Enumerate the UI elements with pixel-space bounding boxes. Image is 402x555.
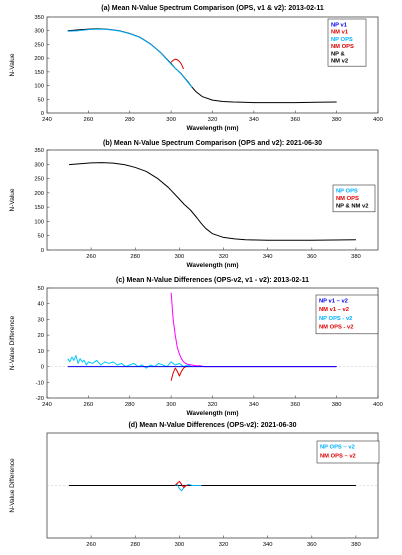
legend-entry: NP & NM v2 <box>336 204 368 210</box>
legend-box <box>327 18 367 67</box>
y-axis-label: N-Value Difference <box>9 315 16 370</box>
x-axis-label: Wavelength (nm) <box>186 410 238 417</box>
x-tick-label: 340 <box>263 542 273 548</box>
chart-title: (a) Mean N-Value Spectrum Comparison (OP… <box>101 5 324 12</box>
x-tick-label: 380 <box>332 117 342 123</box>
y-tick-label: 30 <box>38 317 44 323</box>
y-tick-label: 300 <box>34 29 44 35</box>
legend-entry: NM OPS <box>331 44 354 50</box>
x-tick-label: 240 <box>42 402 52 408</box>
legend-entry: NM OPS - v2 <box>319 325 353 331</box>
y-tick-label: 50 <box>38 97 44 103</box>
legend-entry: NP OPS <box>336 189 358 195</box>
x-tick-label: 300 <box>166 117 176 123</box>
y-axis-label: N-Value Difference <box>9 458 16 513</box>
series-line <box>170 292 337 368</box>
legend-entry: NP OPS - v2 <box>319 316 352 322</box>
y-tick-label: 250 <box>34 42 44 48</box>
chart-title: (c) Mean N-Value Differences (OPS-v2, v1… <box>116 277 309 284</box>
legend-box <box>332 184 376 213</box>
y-tick-label: 350 <box>34 15 44 21</box>
y-tick-label: 40 <box>38 302 44 308</box>
y-tick-label: 100 <box>34 84 44 90</box>
x-tick-label: 280 <box>130 254 140 260</box>
chart-title: (b) Mean N-Value Spectrum Comparison (OP… <box>103 140 322 147</box>
x-tick-label: 280 <box>125 117 135 123</box>
y-tick-label: 200 <box>34 56 44 62</box>
x-tick-label: 380 <box>351 254 361 260</box>
y-tick-label: 0 <box>41 365 44 371</box>
y-axis-label: N-Value <box>9 53 16 76</box>
y-tick-label: 150 <box>34 205 44 211</box>
x-tick-label: 340 <box>249 117 259 123</box>
x-tick-label: 260 <box>86 254 96 260</box>
legend-box <box>315 294 379 335</box>
x-tick-label: 400 <box>373 402 383 408</box>
x-tick-label: 300 <box>175 542 185 548</box>
x-tick-label: 260 <box>84 117 94 123</box>
x-tick-label: 260 <box>84 402 94 408</box>
legend-entry: NM v1 <box>331 30 349 36</box>
x-axis-label: Wavelength (nm) <box>186 125 238 132</box>
legend-entry: NM OPS <box>336 196 359 202</box>
x-tick-label: 320 <box>208 117 218 123</box>
x-tick-label: 320 <box>219 542 229 548</box>
x-tick-label: 280 <box>125 402 135 408</box>
y-tick-label: 50 <box>38 234 44 240</box>
x-tick-label: 320 <box>208 402 218 408</box>
y-tick-label: 350 <box>34 148 44 154</box>
series-line <box>67 355 192 369</box>
y-tick-label: 100 <box>34 219 44 225</box>
y-tick-label: 50 <box>38 286 44 292</box>
y-tick-label: 300 <box>34 162 44 168</box>
legend-entry: NM OPS – v2 <box>320 454 356 460</box>
legend-box <box>316 440 380 464</box>
y-tick-label: 200 <box>34 191 44 197</box>
x-tick-label: 300 <box>175 254 185 260</box>
y-tick-label: 150 <box>34 70 44 76</box>
series-line <box>170 366 188 381</box>
series-line <box>67 28 193 88</box>
y-tick-label: 0 <box>41 111 44 117</box>
x-axis-label: Wavelength (nm) <box>186 262 238 269</box>
x-tick-label: 360 <box>290 402 300 408</box>
legend-entry: NP OPS <box>331 37 353 43</box>
x-tick-label: 360 <box>307 254 317 260</box>
plot-frame <box>46 149 379 251</box>
legend-entry: NM v2 <box>331 59 348 65</box>
y-tick-label: 10 <box>38 349 44 355</box>
y-tick-label: 20 <box>38 333 44 339</box>
x-tick-label: 240 <box>42 117 52 123</box>
x-tick-label: 280 <box>130 542 140 548</box>
x-tick-label: 380 <box>332 402 342 408</box>
series-line <box>174 480 189 489</box>
y-tick-label: 250 <box>34 177 44 183</box>
x-tick-label: 320 <box>219 254 229 260</box>
x-tick-label: 340 <box>263 254 273 260</box>
x-tick-label: 400 <box>373 117 383 123</box>
legend-entry: NP v1 – v2 <box>319 299 348 305</box>
legend-entry: NP & <box>331 51 345 57</box>
x-tick-label: 340 <box>249 402 259 408</box>
x-tick-label: 260 <box>86 542 96 548</box>
y-axis-label: N-Value <box>9 188 16 211</box>
x-tick-label: 300 <box>166 402 176 408</box>
x-tick-label: 360 <box>290 117 300 123</box>
x-tick-label: 360 <box>307 542 317 548</box>
x-tick-label: 380 <box>351 542 361 548</box>
chart-title: (d) Mean N-Value Differences (OPS-v2): 2… <box>128 422 296 429</box>
series-line <box>69 162 356 241</box>
y-tick-label: -20 <box>36 396 44 402</box>
series-line <box>67 28 337 104</box>
legend-entry: NM v1 – v2 <box>319 307 349 313</box>
legend-entry: NP v1 <box>331 23 348 29</box>
y-tick-label: 0 <box>41 248 44 254</box>
legend-entry: NP OPS – v2 <box>320 445 355 451</box>
series-line <box>170 58 185 70</box>
y-tick-label: -10 <box>36 380 44 386</box>
